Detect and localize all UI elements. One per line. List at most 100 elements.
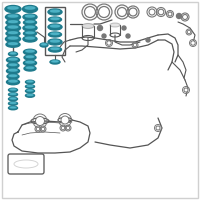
Ellipse shape: [8, 26, 18, 28]
Ellipse shape: [6, 31, 20, 36]
Ellipse shape: [50, 25, 60, 27]
Circle shape: [36, 127, 40, 131]
Ellipse shape: [50, 10, 60, 12]
Circle shape: [98, 25, 102, 30]
Ellipse shape: [23, 25, 37, 31]
Ellipse shape: [8, 106, 18, 110]
Ellipse shape: [27, 85, 33, 87]
Ellipse shape: [6, 20, 20, 25]
Ellipse shape: [5, 5, 21, 12]
Ellipse shape: [6, 57, 20, 63]
Ellipse shape: [23, 36, 37, 42]
Circle shape: [102, 34, 106, 38]
Ellipse shape: [26, 80, 35, 84]
Ellipse shape: [6, 79, 20, 85]
Circle shape: [126, 34, 130, 38]
Ellipse shape: [26, 56, 34, 58]
Ellipse shape: [8, 88, 18, 92]
Ellipse shape: [26, 21, 34, 23]
Circle shape: [191, 41, 195, 45]
Circle shape: [149, 9, 155, 15]
Ellipse shape: [7, 63, 19, 68]
Ellipse shape: [6, 25, 21, 31]
Ellipse shape: [8, 21, 18, 23]
Ellipse shape: [50, 40, 60, 42]
Circle shape: [36, 116, 44, 126]
Ellipse shape: [8, 37, 18, 39]
Ellipse shape: [50, 60, 60, 64]
Circle shape: [146, 38, 150, 42]
Ellipse shape: [110, 23, 120, 27]
Ellipse shape: [26, 50, 34, 52]
Circle shape: [84, 6, 96, 18]
Ellipse shape: [8, 93, 18, 96]
Circle shape: [107, 41, 111, 45]
Ellipse shape: [10, 93, 16, 95]
Ellipse shape: [9, 58, 17, 60]
Ellipse shape: [27, 81, 33, 82]
Ellipse shape: [7, 74, 19, 79]
Ellipse shape: [8, 7, 18, 9]
Circle shape: [182, 15, 188, 20]
Ellipse shape: [51, 18, 59, 20]
Ellipse shape: [25, 15, 35, 17]
Ellipse shape: [8, 52, 18, 56]
Ellipse shape: [82, 23, 94, 28]
Circle shape: [158, 9, 164, 15]
Ellipse shape: [24, 60, 36, 66]
Ellipse shape: [24, 49, 36, 55]
Ellipse shape: [26, 85, 35, 88]
Ellipse shape: [48, 17, 62, 22]
Ellipse shape: [41, 44, 47, 45]
Ellipse shape: [8, 43, 18, 45]
Ellipse shape: [48, 24, 62, 30]
Circle shape: [187, 30, 191, 34]
Circle shape: [118, 7, 127, 17]
Ellipse shape: [9, 69, 17, 71]
Ellipse shape: [8, 15, 18, 17]
Ellipse shape: [6, 68, 20, 74]
Circle shape: [133, 43, 137, 47]
Ellipse shape: [6, 42, 20, 47]
Ellipse shape: [24, 66, 36, 71]
Ellipse shape: [9, 64, 17, 66]
Ellipse shape: [40, 43, 48, 47]
Ellipse shape: [25, 7, 35, 9]
Circle shape: [122, 26, 126, 30]
Ellipse shape: [22, 5, 38, 12]
Ellipse shape: [10, 102, 16, 104]
Ellipse shape: [6, 36, 21, 42]
Ellipse shape: [25, 37, 35, 39]
Ellipse shape: [48, 32, 62, 37]
Ellipse shape: [26, 94, 35, 97]
Ellipse shape: [9, 75, 17, 77]
Ellipse shape: [51, 33, 59, 35]
Ellipse shape: [10, 53, 16, 54]
Ellipse shape: [8, 97, 18, 101]
Circle shape: [129, 8, 137, 16]
Circle shape: [168, 12, 172, 16]
Ellipse shape: [27, 94, 33, 96]
Circle shape: [184, 88, 188, 92]
Ellipse shape: [10, 107, 16, 108]
Ellipse shape: [25, 26, 35, 28]
Ellipse shape: [9, 80, 17, 82]
Circle shape: [66, 126, 70, 130]
Ellipse shape: [24, 20, 36, 25]
Ellipse shape: [27, 90, 33, 91]
Circle shape: [61, 116, 69, 124]
Circle shape: [61, 126, 65, 130]
Ellipse shape: [26, 61, 34, 63]
Circle shape: [98, 6, 110, 18]
Circle shape: [156, 126, 160, 130]
Circle shape: [41, 127, 45, 131]
Ellipse shape: [48, 39, 62, 45]
Ellipse shape: [48, 47, 62, 52]
Ellipse shape: [26, 67, 34, 69]
Ellipse shape: [48, 9, 62, 15]
Ellipse shape: [10, 89, 16, 90]
Ellipse shape: [8, 32, 18, 34]
Ellipse shape: [26, 89, 35, 93]
Ellipse shape: [10, 98, 16, 99]
Ellipse shape: [52, 61, 58, 62]
